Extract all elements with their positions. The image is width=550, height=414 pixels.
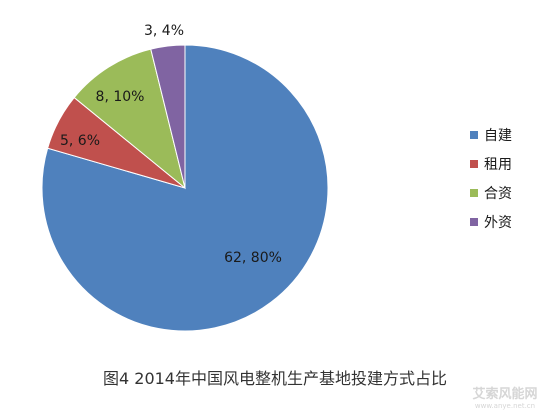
legend-swatch-2 — [470, 160, 478, 168]
legend-label-4: 外资 — [484, 215, 512, 231]
watermark: 艾索风能网 www.anye.net.cn — [472, 386, 537, 410]
data-label-1: 62, 80% — [224, 250, 282, 266]
legend-swatch-1 — [470, 131, 478, 139]
pie-slice-1 — [41, 44, 329, 332]
figure-caption: 图4 2014年中国风电整机生产基地投建方式占比 — [103, 369, 447, 388]
watermark-text: 艾索风能网 — [472, 386, 537, 402]
watermark-url: www.anye.net.cn — [475, 402, 535, 410]
data-label-2: 5, 6% — [60, 133, 100, 149]
legend-swatch-4 — [470, 218, 478, 226]
data-label-3: 8, 10% — [96, 89, 145, 105]
legend-label-1: 自建 — [484, 128, 512, 144]
pie-slices — [41, 44, 329, 332]
data-label-4: 3, 4% — [144, 23, 184, 39]
legend-label-2: 租用 — [484, 157, 512, 173]
data-labels: 62, 80% 5, 6% 8, 10% 3, 4% — [60, 23, 282, 266]
pie-slice-4 — [150, 44, 186, 189]
pie-slice-3 — [73, 48, 186, 190]
legend-swatch-3 — [470, 189, 478, 197]
legend-label-3: 合资 — [484, 186, 512, 202]
